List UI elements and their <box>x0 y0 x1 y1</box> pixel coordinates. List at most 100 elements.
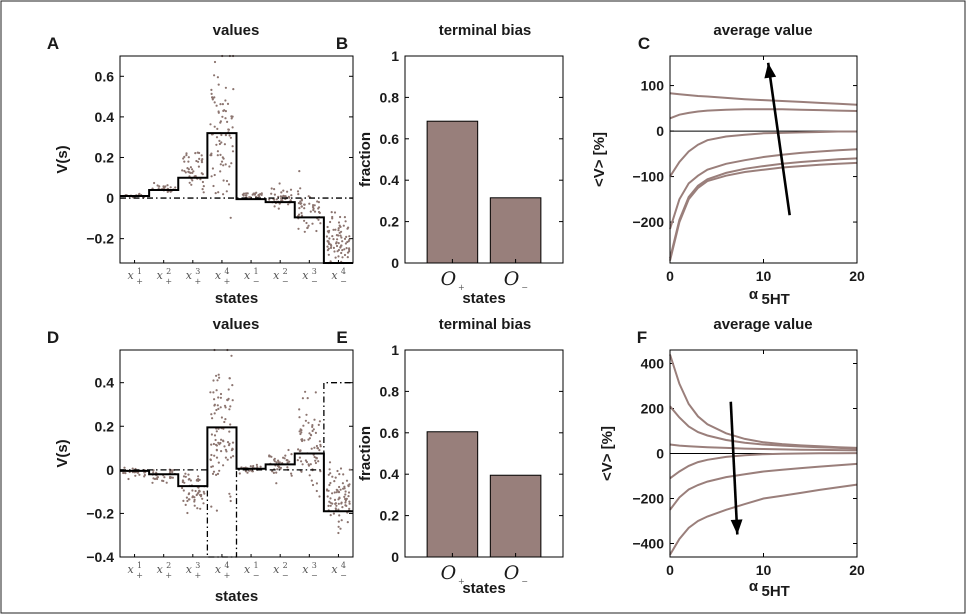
x-category-label: x <box>331 563 338 576</box>
scatter-point <box>329 243 332 246</box>
scatter-point <box>286 466 289 469</box>
y-tick-label: 1 <box>391 342 399 358</box>
scatter-point <box>198 478 201 481</box>
y-tick-label: 200 <box>641 401 665 417</box>
x-category-superscript: 2 <box>283 267 288 276</box>
scatter-point <box>329 260 332 263</box>
scatter-point <box>197 475 200 478</box>
scatter-point <box>213 454 216 457</box>
panel-letter-d: D <box>47 328 59 347</box>
x-axis-label-subscript-f: 5HT <box>762 583 790 600</box>
scatter-point <box>278 465 281 469</box>
scatter-point <box>337 502 340 505</box>
scatter-point <box>315 229 318 233</box>
scatter-point <box>184 503 187 506</box>
scatter-point <box>246 471 249 474</box>
panel-letter-c: C <box>638 34 650 53</box>
plot-frame-f <box>669 349 858 558</box>
scatter-point <box>220 160 224 163</box>
scatter-point <box>299 202 302 205</box>
scatter-point <box>217 461 220 464</box>
scatter-point <box>334 228 337 231</box>
y-tick-label: 0.4 <box>95 109 115 125</box>
scatter-point <box>337 255 340 258</box>
scatter-point <box>328 483 331 487</box>
x-axis-label-c: α <box>749 286 759 303</box>
scatter-point <box>188 498 191 501</box>
scatter-point <box>211 96 214 99</box>
x-category-label: x <box>186 563 193 576</box>
scatter-point <box>246 192 249 195</box>
scatter-point <box>219 392 223 396</box>
trend-arrow-shaft <box>766 62 791 216</box>
scatter-point <box>127 477 130 481</box>
x-category-subscript: + <box>194 571 201 580</box>
x-category-label: x <box>273 563 280 576</box>
scatter-point <box>328 461 332 464</box>
y-tick-label: 0.2 <box>95 149 115 165</box>
bar <box>489 474 542 558</box>
scatter-point <box>329 481 332 485</box>
scatter-point <box>339 467 343 470</box>
scatter-point <box>330 211 333 214</box>
scatter-point <box>222 193 225 196</box>
scatter-point <box>182 499 185 502</box>
scatter-point <box>340 244 343 247</box>
scatter-point <box>298 430 301 433</box>
scatter-point <box>169 186 172 189</box>
scatter-point <box>210 433 213 436</box>
scatter-point <box>186 167 189 170</box>
scatter-point <box>337 508 340 511</box>
series-line <box>669 483 858 556</box>
scatter-point <box>335 504 338 507</box>
scatter-point <box>222 464 225 467</box>
scatter-point <box>340 519 343 522</box>
scatter-point <box>318 440 321 443</box>
scatter-point <box>217 111 220 114</box>
scatter-point <box>297 227 300 230</box>
x-category-subscript: − <box>253 571 260 580</box>
y-tick-label: 0.2 <box>380 508 400 524</box>
scatter-point <box>300 211 303 215</box>
scatter-point <box>327 247 330 250</box>
scatter-point <box>296 459 299 462</box>
scatter-point <box>200 154 203 157</box>
scatter-point <box>260 192 263 195</box>
x-category-label: x <box>186 269 193 282</box>
scatter-point <box>336 469 339 473</box>
scatter-point <box>224 134 227 137</box>
scatter-point <box>286 461 289 464</box>
scatter-point <box>215 509 218 512</box>
scatter-point <box>189 171 192 174</box>
scatter-point <box>229 495 232 498</box>
scatter-point <box>340 501 343 504</box>
scatter-point <box>209 391 212 394</box>
scatter-point <box>255 463 258 466</box>
scatter-point <box>222 179 225 182</box>
scatter-point <box>152 471 155 474</box>
scatter-point <box>211 417 214 420</box>
panel-title-f: average value <box>713 316 812 333</box>
plot-frame-b <box>404 55 564 264</box>
scatter-point <box>290 474 293 477</box>
scatter-point <box>273 205 276 208</box>
scatter-point <box>307 195 310 198</box>
scatter-point <box>191 179 194 182</box>
scatter-point <box>215 473 218 476</box>
scatter-point <box>343 248 346 251</box>
scatter-point <box>343 487 346 490</box>
scatter-point <box>216 379 219 382</box>
scatter-point <box>212 470 216 473</box>
scatter-point <box>123 466 126 469</box>
scatter-point <box>344 242 347 245</box>
scatter-point <box>298 456 301 459</box>
x-tick-label: 20 <box>849 562 865 578</box>
scatter-point <box>201 158 204 161</box>
scatter-point <box>278 182 281 185</box>
scatter-point <box>222 164 225 167</box>
scatter-point <box>344 493 347 496</box>
scatter-point <box>215 430 218 433</box>
scatter-point <box>260 193 263 196</box>
panel-letter-f: F <box>637 328 647 347</box>
